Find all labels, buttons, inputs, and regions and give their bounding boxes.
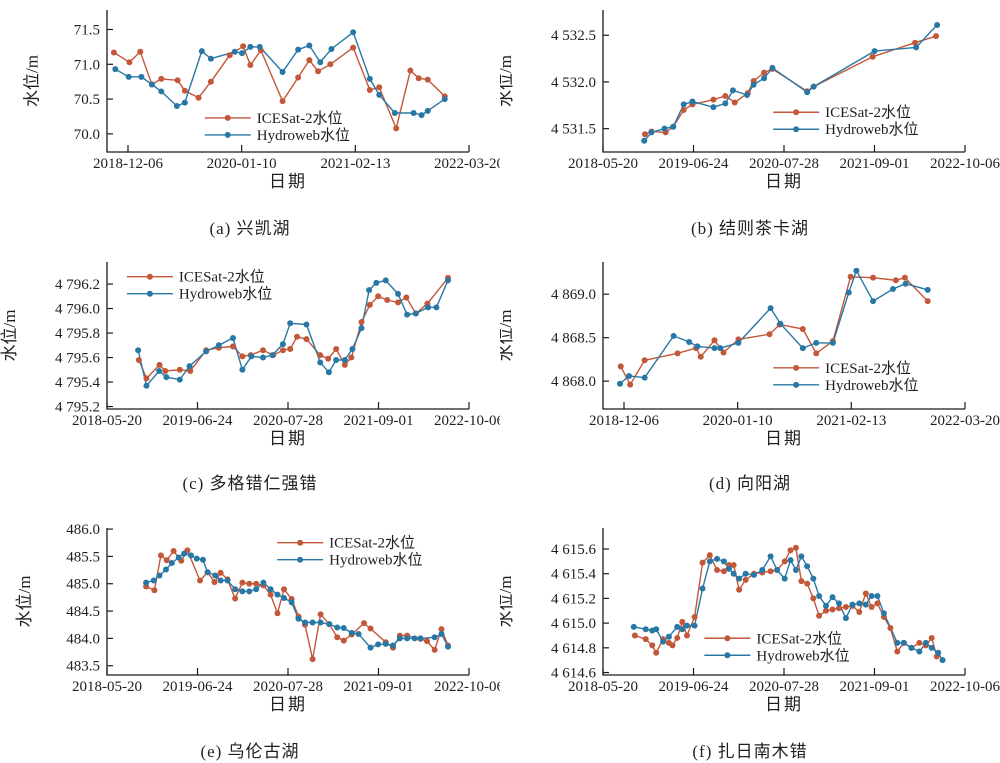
chart-c-caption: (c) 多格错仁强错 — [182, 474, 318, 493]
svg-text:2020-01-10: 2020-01-10 — [703, 413, 773, 429]
svg-text:2022-03-20: 2022-03-20 — [930, 413, 1000, 429]
svg-text:Hydroweb水位: Hydroweb水位 — [329, 552, 422, 569]
chart-d-plot: 4 868.0 4 868.5 4 869.0 2018-12-06 2020-01-1… — [500, 262, 1000, 448]
svg-text:2022-10-06: 2022-10-06 — [930, 679, 1000, 695]
svg-text:2021-09-01: 2021-09-01 — [344, 413, 414, 429]
svg-text:ICESat-2水位: ICESat-2水位 — [825, 104, 911, 121]
svg-text:4 615.4: 4 615.4 — [551, 567, 597, 583]
svg-text:2019-06-24: 2019-06-24 — [659, 679, 729, 695]
svg-text:4 615.0: 4 615.0 — [551, 616, 596, 632]
svg-text:日期: 日期 — [269, 172, 307, 191]
svg-text:日期: 日期 — [765, 172, 803, 191]
svg-text:ICESat-2水位: ICESat-2水位 — [756, 630, 842, 647]
svg-text:日期: 日期 — [269, 695, 307, 714]
chart-b-plot: 4 531.5 4 532.0 4 532.5 2018-05-20 2019-06-2… — [500, 10, 1000, 191]
svg-text:2018-12-06: 2018-12-06 — [589, 413, 659, 429]
chart-c-plot: 4 795.2 4 795.4 4 795.6 4 795.8 4 796.0 4 796… — [0, 262, 500, 448]
svg-text:Hydroweb水位: Hydroweb水位 — [179, 286, 272, 303]
svg-text:4 795.6: 4 795.6 — [55, 351, 101, 367]
chart-e-plot: 483.5 484.0 484.5 485.0 485.5 486.0 2018-05-20… — [15, 522, 500, 714]
svg-text:2018-12-06: 2018-12-06 — [93, 156, 163, 172]
svg-text:486.0: 486.0 — [66, 522, 100, 538]
svg-text:水位/m: 水位/m — [0, 310, 19, 362]
svg-text:Hydroweb水位: Hydroweb水位 — [825, 377, 918, 394]
svg-text:4 795.4: 4 795.4 — [55, 375, 101, 391]
chart-d-caption: (d) 向阳湖 — [708, 474, 792, 493]
svg-text:2020-07-28: 2020-07-28 — [253, 413, 323, 429]
chart-cell-c: 4 795.2 4 795.4 4 795.6 4 795.8 4 796.0 4 796… — [0, 245, 500, 500]
svg-text:水位/m: 水位/m — [500, 55, 515, 107]
svg-text:4 614.8: 4 614.8 — [551, 641, 596, 657]
svg-text:485.0: 485.0 — [66, 577, 100, 593]
svg-text:2022-10-06: 2022-10-06 — [930, 156, 1000, 172]
svg-text:2022-10-06: 2022-10-06 — [434, 679, 500, 695]
svg-text:ICESat-2水位: ICESat-2水位 — [329, 535, 415, 552]
chart-a-plot: 70.0 70.5 71.0 71.5 2018-12-06 2020-01-10 2021… — [22, 10, 500, 191]
svg-text:4 795.2: 4 795.2 — [55, 400, 100, 416]
svg-text:Hydroweb水位: Hydroweb水位 — [257, 127, 350, 144]
svg-text:2018-05-20: 2018-05-20 — [568, 156, 638, 172]
svg-text:2019-06-24: 2019-06-24 — [659, 156, 729, 172]
svg-text:日期: 日期 — [765, 429, 803, 448]
svg-text:71.0: 71.0 — [74, 57, 100, 73]
svg-text:4 796.2: 4 796.2 — [55, 277, 100, 293]
svg-text:水位/m: 水位/m — [500, 576, 515, 628]
chart-f-caption: (f) 扎日南木错 — [692, 742, 808, 761]
svg-text:2019-06-24: 2019-06-24 — [163, 679, 233, 695]
svg-text:4 615.2: 4 615.2 — [551, 591, 596, 607]
chart-b-caption: (b) 结则茶卡湖 — [690, 219, 810, 238]
svg-text:2020-01-10: 2020-01-10 — [207, 156, 277, 172]
svg-text:2021-02-13: 2021-02-13 — [816, 413, 886, 429]
svg-text:70.0: 70.0 — [74, 127, 100, 143]
chart-cell-f: 4 614.6 4 614.8 4 615.0 4 615.2 4 615.4 4 615… — [500, 500, 1000, 763]
svg-text:4 614.6: 4 614.6 — [551, 666, 597, 682]
svg-text:水位/m: 水位/m — [15, 576, 34, 628]
chart-cell-b: 4 531.5 4 532.0 4 532.5 2018-05-20 2019-06-2… — [500, 0, 1000, 245]
svg-text:70.5: 70.5 — [74, 92, 100, 108]
svg-text:日期: 日期 — [269, 429, 307, 448]
svg-text:4 795.8: 4 795.8 — [55, 326, 100, 342]
svg-text:ICESat-2水位: ICESat-2水位 — [257, 110, 343, 127]
svg-text:水位/m: 水位/m — [22, 55, 41, 107]
svg-text:2020-07-28: 2020-07-28 — [749, 156, 819, 172]
svg-text:ICESat-2水位: ICESat-2水位 — [825, 360, 911, 377]
svg-text:4 531.5: 4 531.5 — [551, 122, 596, 138]
chart-f-plot: 4 614.6 4 614.8 4 615.0 4 615.2 4 615.4 4 615… — [500, 528, 1000, 714]
svg-text:4 532.5: 4 532.5 — [551, 28, 596, 44]
svg-text:2022-10-06: 2022-10-06 — [434, 413, 500, 429]
chart-e-caption: (e) 乌伦古湖 — [200, 742, 300, 761]
chart-a-caption: (a) 兴凯湖 — [209, 219, 291, 238]
svg-text:2021-09-01: 2021-09-01 — [840, 156, 910, 172]
svg-text:2021-09-01: 2021-09-01 — [840, 679, 910, 695]
svg-text:2022-03-20: 2022-03-20 — [434, 156, 500, 172]
svg-text:4 869.0: 4 869.0 — [551, 287, 596, 303]
svg-text:水位/m: 水位/m — [500, 310, 515, 362]
svg-text:4 868.5: 4 868.5 — [551, 331, 596, 347]
svg-text:484.5: 484.5 — [66, 604, 100, 620]
svg-text:ICESat-2水位: ICESat-2水位 — [179, 269, 265, 286]
svg-text:Hydroweb水位: Hydroweb水位 — [825, 121, 918, 138]
svg-text:4 532.0: 4 532.0 — [551, 75, 596, 91]
svg-text:Hydroweb水位: Hydroweb水位 — [756, 647, 849, 664]
svg-text:2021-09-01: 2021-09-01 — [344, 679, 414, 695]
svg-text:2018-05-20: 2018-05-20 — [72, 679, 142, 695]
svg-text:4 615.6: 4 615.6 — [551, 542, 597, 558]
svg-text:2018-05-20: 2018-05-20 — [72, 413, 142, 429]
chart-cell-a: 70.0 70.5 71.0 71.5 2018-12-06 2020-01-10 2021… — [0, 0, 500, 245]
svg-text:日期: 日期 — [765, 695, 803, 714]
svg-text:483.5: 483.5 — [66, 659, 100, 675]
chart-cell-d: 4 868.0 4 868.5 4 869.0 2018-12-06 2020-01-1… — [500, 245, 1000, 500]
svg-text:4 868.0: 4 868.0 — [551, 374, 596, 390]
svg-text:2019-06-24: 2019-06-24 — [163, 413, 233, 429]
svg-text:2020-07-28: 2020-07-28 — [749, 679, 819, 695]
svg-text:2021-02-13: 2021-02-13 — [320, 156, 390, 172]
chart-cell-e: 483.5 484.0 484.5 485.0 485.5 486.0 2018-05-20… — [0, 500, 500, 763]
svg-text:71.5: 71.5 — [74, 22, 100, 38]
svg-text:2018-05-20: 2018-05-20 — [568, 679, 638, 695]
svg-text:485.5: 485.5 — [66, 549, 100, 565]
svg-text:4 796.0: 4 796.0 — [55, 302, 100, 318]
svg-text:484.0: 484.0 — [66, 631, 100, 647]
svg-text:2020-07-28: 2020-07-28 — [253, 679, 323, 695]
